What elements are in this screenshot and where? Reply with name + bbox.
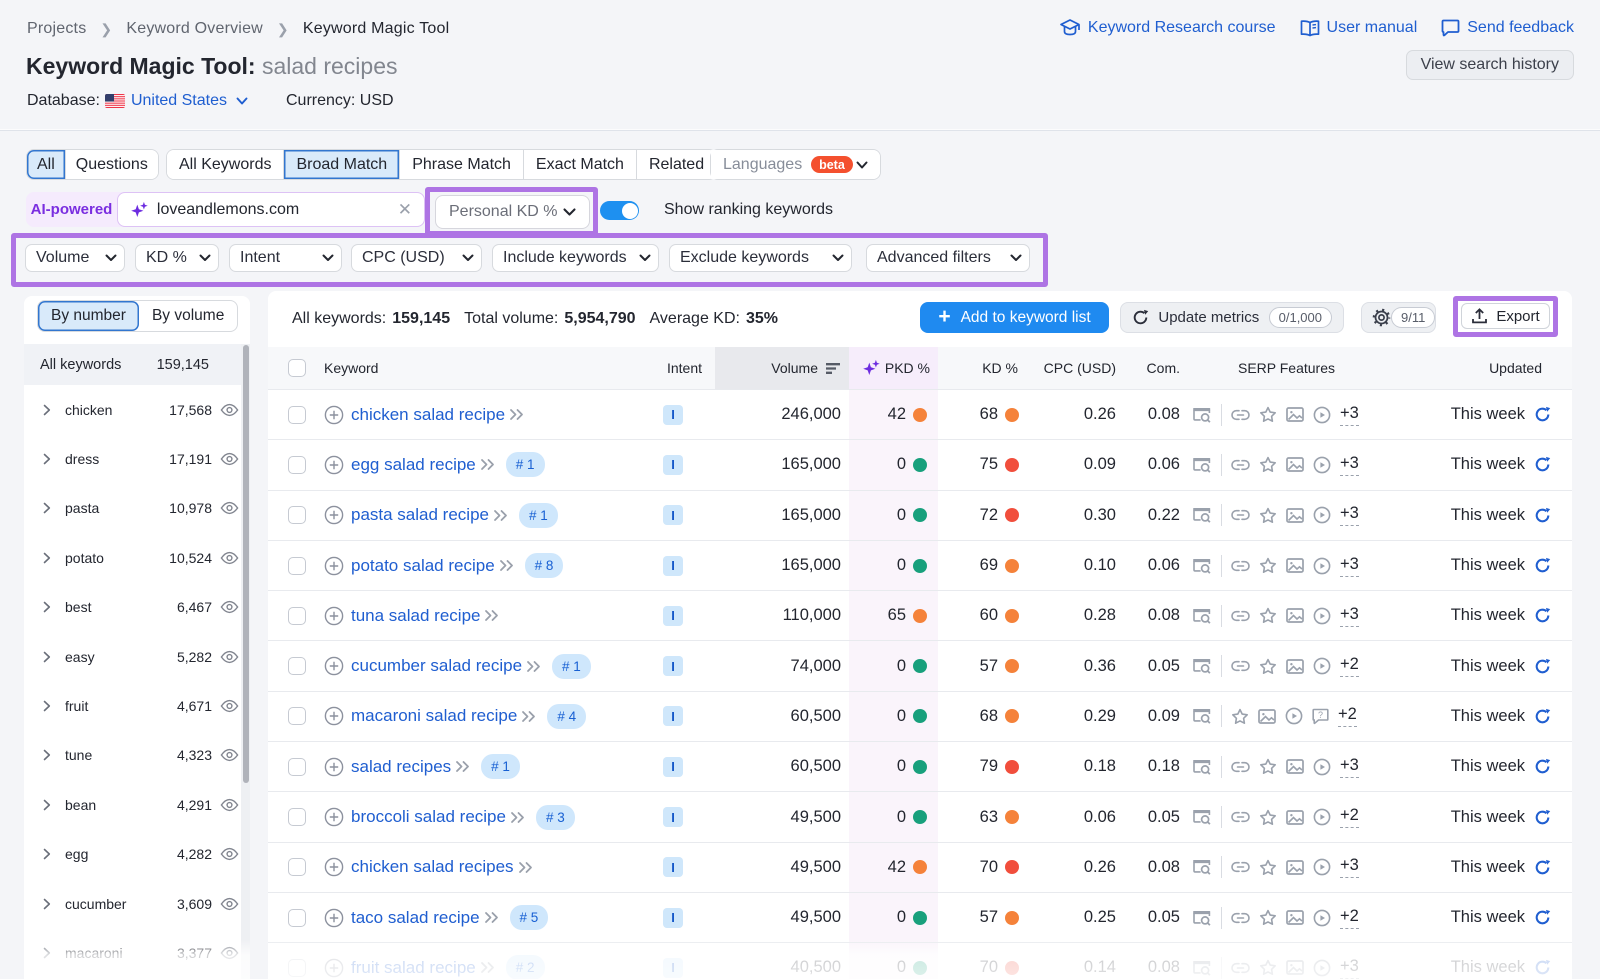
svg-text:?: ? [1318,710,1323,720]
